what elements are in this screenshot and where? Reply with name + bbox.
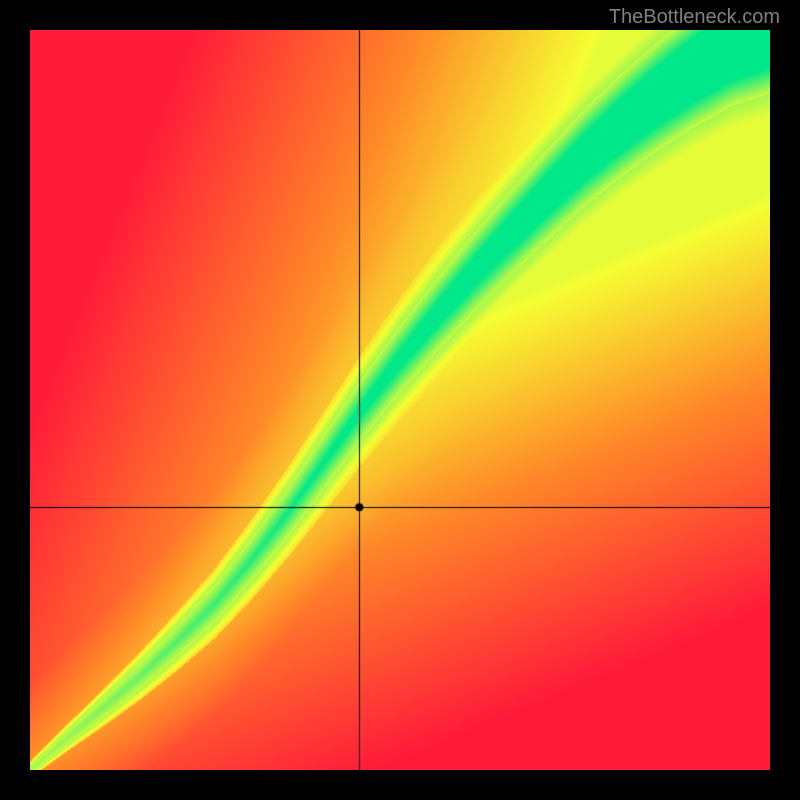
plot-area bbox=[30, 30, 770, 770]
heatmap-canvas bbox=[30, 30, 770, 770]
chart-container: TheBottleneck.com bbox=[0, 0, 800, 800]
watermark-text: TheBottleneck.com bbox=[609, 6, 780, 29]
